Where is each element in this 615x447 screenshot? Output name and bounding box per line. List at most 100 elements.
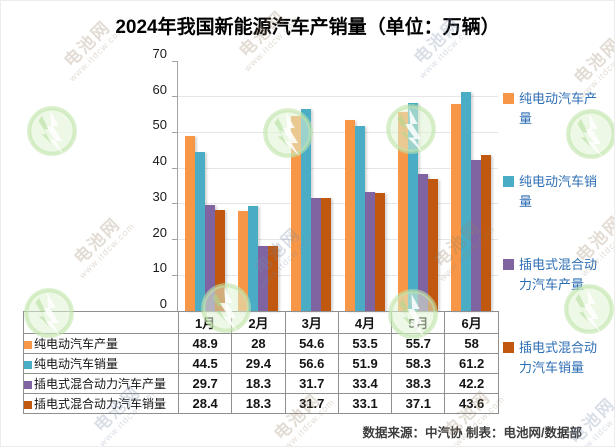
value-cell: 31.7 [284, 373, 339, 394]
series-swatch-icon [24, 401, 32, 409]
table-row: 纯电动汽车销量 44.5 29.4 56.6 51.9 58.3 61.2 [23, 353, 499, 374]
y-axis-tick [172, 131, 177, 133]
series-label-cell: 插电式混合动力汽车销量 [23, 393, 179, 414]
table-corner-cell [23, 311, 179, 334]
legend-swatch-icon [503, 259, 514, 270]
table-row: 插电式混合动力汽车销量 28.4 18.3 31.7 33.1 37.1 43.6 [23, 393, 499, 414]
month-header-cell: 2月 [231, 311, 286, 334]
chart-title: 2024年我国新能源汽车产销量（单位：万辆） [115, 17, 500, 38]
series-swatch-icon [24, 361, 32, 369]
value-cell: 58.3 [391, 353, 446, 374]
source-note: 数据来源：中汽协 制表：电池网/数据部 [362, 426, 582, 440]
bar [204, 204, 215, 311]
y-axis-line [177, 61, 178, 311]
value-cell: 18.3 [231, 393, 286, 414]
value-cell: 61.2 [444, 353, 499, 374]
value-cell: 48.9 [177, 333, 233, 354]
bar [374, 192, 385, 311]
y-axis-label: 0 [159, 296, 167, 311]
legend-swatch-icon [503, 93, 514, 104]
month-header-cell: 1月 [177, 311, 233, 334]
bar [398, 112, 408, 311]
value-cell: 28 [231, 333, 286, 354]
legend-label: 纯电动汽车产量 [519, 91, 598, 126]
battery-network-logo-icon [25, 104, 79, 163]
value-cell: 54.6 [284, 333, 339, 354]
value-cell: 18.3 [231, 373, 286, 394]
value-cell: 38.3 [391, 373, 446, 394]
legend-item: 纯电动汽车产量 [503, 89, 603, 129]
value-cell: 44.5 [177, 353, 233, 374]
series-swatch-icon [24, 341, 32, 349]
bar [268, 245, 278, 311]
plot-area [172, 60, 498, 312]
bar [344, 119, 355, 311]
legend-label: 纯电动汽车销量 [519, 174, 598, 209]
legend-swatch-icon [503, 342, 514, 353]
series-label-cell: 插电式混合动力汽车产量 [23, 373, 179, 394]
month-header-cell: 3月 [284, 311, 339, 334]
y-axis-tick [172, 239, 177, 241]
bar [248, 206, 258, 311]
y-axis-tick [172, 167, 177, 169]
month-header-cell: 6月 [444, 311, 499, 334]
y-axis-tick [172, 274, 177, 276]
bar [471, 160, 482, 311]
legend-swatch-icon [503, 176, 514, 187]
value-cell: 58 [444, 333, 499, 354]
value-cell: 33.4 [337, 373, 393, 394]
value-cell: 29.4 [231, 353, 286, 374]
bar [321, 197, 332, 311]
legend-item: 纯电动汽车销量 [503, 172, 603, 212]
y-axis-label: 70 [152, 46, 167, 61]
value-cell: 53.5 [337, 333, 393, 354]
y-axis-tick [172, 203, 177, 205]
legend-item: 插电式混合动力汽车产量 [503, 255, 603, 295]
table-row: 插电式混合动力汽车产量 29.7 18.3 31.7 33.4 38.3 42.2 [23, 373, 499, 394]
y-axis-label: 10 [152, 260, 167, 276]
value-cell: 55.7 [391, 333, 446, 354]
value-cell: 33.1 [337, 393, 393, 414]
y-axis-label: 60 [152, 81, 167, 97]
y-axis-label: 40 [152, 153, 167, 169]
gridline [178, 167, 498, 169]
table-row: 纯电动汽车产量 48.9 28 54.6 53.5 55.7 58 [23, 333, 499, 354]
bar [291, 116, 302, 311]
month-header-cell: 5月 [391, 311, 446, 334]
bar [451, 103, 462, 311]
value-cell: 51.9 [337, 353, 393, 374]
value-cell: 31.7 [284, 393, 339, 414]
y-axis-tick [172, 96, 177, 98]
series-swatch-icon [24, 381, 32, 389]
bar [418, 174, 428, 311]
bar [184, 136, 195, 311]
value-cell: 43.6 [444, 393, 499, 414]
bar [258, 245, 268, 311]
gridline [178, 274, 498, 276]
series-label-cell: 纯电动汽车产量 [23, 333, 179, 354]
y-axis-label: 20 [152, 224, 167, 240]
bar [364, 191, 375, 311]
bar [428, 178, 438, 311]
gridline [178, 239, 498, 241]
bar [301, 108, 312, 311]
gridline [178, 203, 498, 205]
data-table: 1月 2月 3月 4月 5月 6月 纯电动汽车产量 48.9 28 54.6 53.5 55.7 58 纯… [23, 311, 499, 414]
value-cell: 37.1 [391, 393, 446, 414]
gridline [178, 96, 498, 98]
bar [311, 197, 322, 311]
bar [408, 102, 418, 311]
bar [354, 125, 365, 311]
bar [461, 92, 472, 311]
value-cell: 42.2 [444, 373, 499, 394]
bar [481, 155, 492, 311]
series-label-cell: 纯电动汽车销量 [23, 353, 179, 374]
y-axis-label: 30 [152, 188, 167, 204]
y-axis-tick [172, 60, 177, 62]
table-header-row: 1月 2月 3月 4月 5月 6月 [23, 311, 499, 334]
y-axis-label: 50 [152, 117, 167, 133]
value-cell: 56.6 [284, 353, 339, 374]
legend-label: 插电式混合动力汽车产量 [519, 257, 598, 292]
bar [194, 152, 205, 311]
